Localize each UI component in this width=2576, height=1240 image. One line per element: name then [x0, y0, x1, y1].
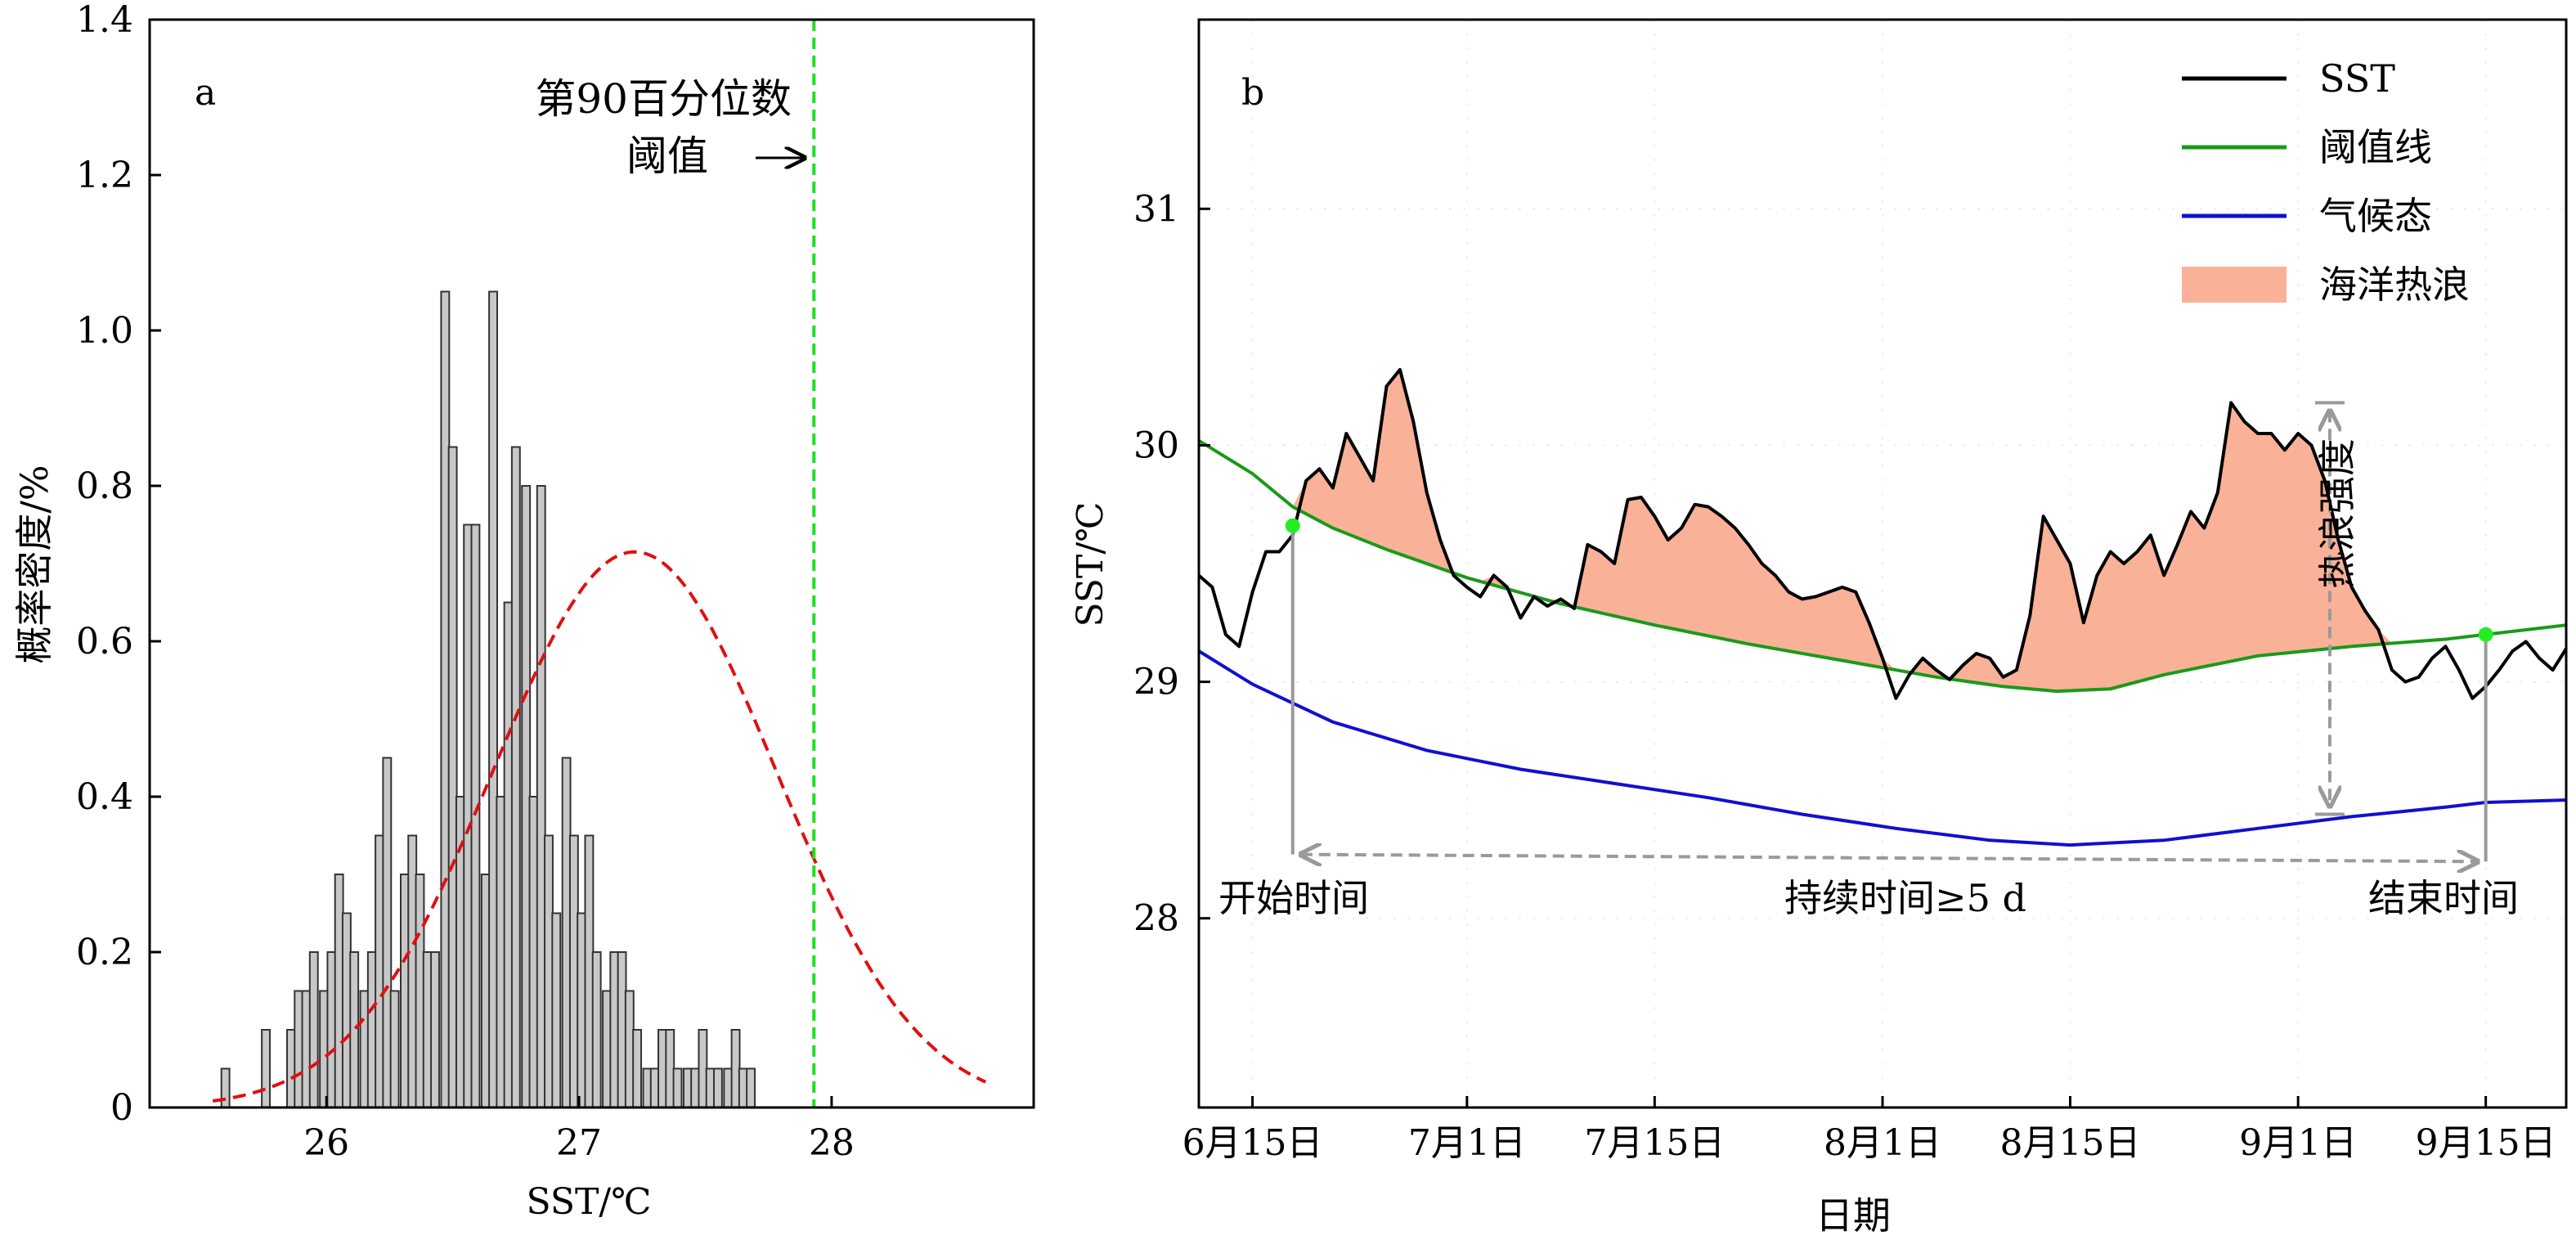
heatwave-area [1292, 369, 2486, 692]
plot-frame-a [148, 18, 1035, 1109]
duration-arrow [1301, 855, 2478, 862]
panel-label-a: a [195, 72, 216, 114]
histogram-bar [447, 446, 458, 1107]
intensity-arrow [2314, 401, 2345, 816]
histogram-bar [261, 1029, 272, 1107]
y-tick-label-b: 31 [1133, 188, 1179, 230]
y-tick-label-a: 0 [110, 1087, 133, 1129]
y-tick-label-a: 0.6 [76, 621, 133, 663]
normal-fit-curve [212, 550, 987, 1103]
heatwave-endpoint-marker [2478, 627, 2493, 642]
threshold-label-line1: 第90百分位数 [535, 75, 792, 123]
panel-b-timeseries: 28 29 30 31 6月15日 7月1日 7月15日 8月1日 8月15日 9月1日 9月15… [1070, 18, 2568, 1238]
x-axis-b: 6月15日 7月1日 7月15日 8月1日 8月15日 9月1日 9月15日 [1183, 1096, 2556, 1164]
histogram-bars [220, 290, 756, 1107]
legend-label: SST [2319, 56, 2395, 101]
histogram-bar [591, 951, 602, 1107]
climatology-line [1199, 649, 2566, 847]
histogram-bar [470, 523, 481, 1107]
end-time-label: 结束时间 [2368, 876, 2519, 920]
y-tick-label-b: 30 [1133, 425, 1179, 466]
threshold-label-line2: 阈值 [626, 133, 708, 180]
histogram-bar [712, 1067, 723, 1107]
heatwave-endpoint-marker [1285, 518, 1300, 533]
panel-label-b: b [1241, 72, 1264, 114]
x-tick-label-a: 27 [556, 1122, 602, 1164]
y-axis-title-b: SST/℃ [1070, 502, 1111, 627]
y-axis-title-a: 概率密度/% [12, 465, 56, 663]
x-tick-label-b: 8月15日 [1999, 1122, 2140, 1164]
x-tick-label-b: 9月1日 [2239, 1122, 2357, 1164]
y-tick-label-a: 1.4 [76, 0, 133, 41]
duration-label: 持续时间≥5 d [1784, 876, 2026, 920]
histogram-bar [382, 757, 393, 1107]
histogram-bar [349, 951, 360, 1107]
y-tick-label-a: 1.2 [76, 155, 133, 196]
histogram-bar [536, 485, 546, 1107]
y-tick-label-b: 28 [1133, 898, 1179, 940]
panel-a-histogram: 00.20.40.60.81.01.21.4 26 27 28 a 第90百分位数 … [12, 0, 1035, 1223]
y-tick-label-a: 1.0 [76, 310, 133, 352]
x-tick-label-a: 28 [809, 1122, 855, 1164]
intensity-label: 热浪强度 [2315, 438, 2359, 589]
start-time-label: 开始时间 [1218, 876, 1369, 920]
x-tick-label-a: 26 [303, 1122, 349, 1164]
histogram-bar [308, 951, 319, 1107]
x-axis-a: 26 27 28 [303, 1096, 855, 1164]
histogram-bar [220, 1067, 231, 1107]
legend-label: 气候态 [2319, 194, 2432, 238]
x-tick-label-b: 9月15日 [2416, 1122, 2556, 1164]
y-axis-a: 0 0.2 0.4 0.6 0.8 1.0 1.2 1.4 [76, 0, 161, 1129]
legend-swatch [2182, 267, 2287, 303]
y-axis-b: 28 29 30 31 [1133, 188, 1210, 940]
y-tick-label-a: 0.2 [76, 932, 133, 973]
x-tick-label-b: 7月15日 [1584, 1122, 1725, 1164]
x-tick-label-b: 8月1日 [1824, 1122, 1941, 1164]
y-tick-label-a: 0.8 [76, 465, 133, 507]
histogram-bar [389, 990, 400, 1107]
x-tick-label-b: 7月1日 [1408, 1122, 1526, 1164]
heatwave-endpoints [1285, 518, 2493, 642]
histogram-bar [632, 1029, 643, 1107]
x-axis-title-b: 日期 [1815, 1193, 1891, 1238]
x-axis-title-a: SST/℃ [527, 1181, 652, 1223]
histogram-bar [551, 912, 562, 1107]
grid-b [1199, 20, 2566, 1107]
legend-label: 阈值线 [2319, 125, 2432, 169]
histogram-bar [430, 951, 440, 1107]
y-tick-label-b: 29 [1133, 662, 1179, 703]
histogram-bar [488, 290, 498, 1107]
histogram-bar [746, 1067, 756, 1107]
x-tick-label-b: 6月15日 [1183, 1122, 1323, 1164]
histogram-bar [672, 1067, 683, 1107]
y-tick-label-a: 0.4 [76, 776, 133, 818]
legend-label: 海洋热浪 [2319, 263, 2470, 307]
histogram-bar [510, 446, 521, 1107]
